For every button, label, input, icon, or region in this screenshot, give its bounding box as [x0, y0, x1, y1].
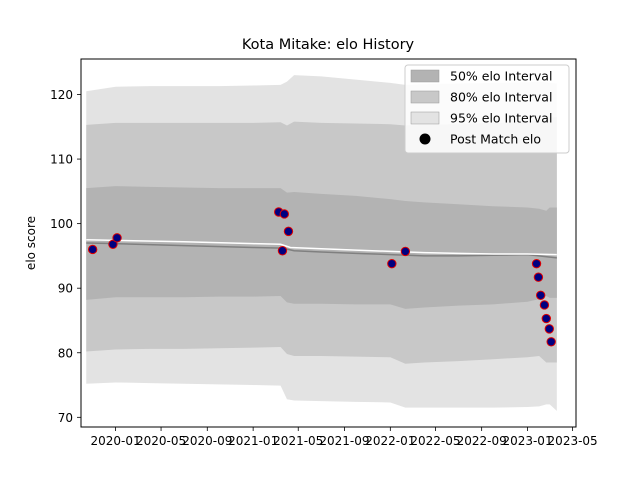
x-tick-label: 2020-01: [91, 434, 141, 448]
legend-swatch: [410, 69, 440, 83]
y-tick-label: 110: [50, 153, 73, 167]
x-tick-label: 2021-01: [228, 434, 278, 448]
legend-label: Post Match elo: [450, 132, 541, 147]
x-tick-label: 2022-09: [457, 434, 507, 448]
y-axis: 70 80 90 100 110 120: [50, 88, 81, 425]
legend-swatch: [410, 90, 440, 104]
post-match-point: [400, 246, 411, 257]
legend-box: [404, 64, 570, 154]
post-match-point: [279, 209, 290, 219]
post-match-point: [277, 246, 288, 256]
interval-bands: [86, 75, 557, 411]
post-match-point: [533, 272, 544, 282]
post-match-point: [541, 313, 552, 324]
x-tick-label: 2021-09: [319, 434, 369, 448]
series-line-2: [86, 239, 557, 256]
x-tick-label: 2020-05: [136, 434, 186, 448]
legend-label: 50% elo Interval: [450, 69, 552, 84]
post-match-point: [283, 226, 294, 237]
y-tick-label: 80: [58, 346, 73, 360]
chart-title: Kota Mitake: elo History: [242, 37, 415, 53]
post-match-point: [535, 290, 546, 300]
y-tick-label: 100: [50, 217, 73, 231]
x-tick-label: 2023-01: [502, 434, 552, 448]
series-line-1: [86, 242, 557, 259]
post-match-point: [87, 244, 98, 255]
series-lines: [86, 239, 557, 259]
x-tick-label: 2022-01: [365, 434, 415, 448]
band-50pct: [86, 186, 557, 309]
legend-marker: [419, 133, 431, 145]
legend-label: 95% elo Interval: [450, 111, 552, 126]
x-tick-label: 2022-05: [410, 434, 460, 448]
y-tick-label: 120: [50, 88, 73, 102]
legend-label: 80% elo Interval: [450, 90, 552, 105]
post-match-point: [546, 337, 556, 347]
post-match-points: [87, 207, 556, 347]
y-tick-label: 90: [58, 282, 73, 296]
y-axis-label: elo score: [24, 216, 38, 270]
post-match-point: [387, 258, 397, 269]
post-match-point: [112, 233, 122, 243]
y-tick-label: 70: [58, 411, 73, 425]
post-match-point: [108, 239, 118, 249]
post-match-point: [531, 258, 542, 269]
x-tick-label: 2020-09: [182, 434, 232, 448]
plot-area: [86, 75, 557, 411]
plot-frame: [80, 58, 577, 428]
x-tick-label: 2021-05: [273, 434, 323, 448]
post-match-point: [544, 324, 555, 334]
legend-swatch: [410, 111, 440, 125]
legend: 50% elo Interval 80% elo Interval 95% elo …: [404, 64, 570, 154]
x-axis: 2020-012020-052020-092021-012021-052021-…: [91, 427, 598, 448]
x-tick-label: 2023-05: [548, 434, 598, 448]
post-match-point: [539, 300, 550, 310]
